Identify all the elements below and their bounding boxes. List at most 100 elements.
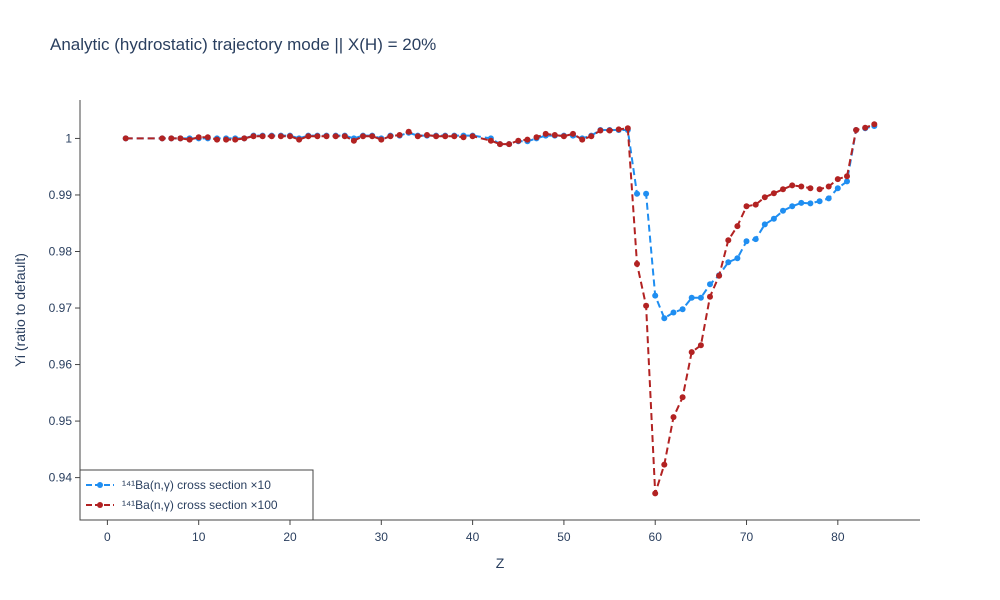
y-tick-label: 1: [65, 131, 72, 145]
y-tick-label: 0.99: [49, 188, 73, 202]
series-1-point: [524, 136, 531, 143]
series-0-point: [752, 236, 759, 243]
series-1-point: [287, 133, 293, 140]
series-1-point: [597, 127, 604, 134]
x-tick-label: 20: [283, 530, 297, 544]
x-axis-title: Z: [496, 555, 505, 571]
series-1-point: [734, 223, 741, 230]
series-1-point: [350, 137, 357, 144]
series-0-point: [688, 294, 695, 301]
legend: ¹⁴¹Ba(n,γ) cross section ×10 ¹⁴¹Ba(n,γ) …: [79, 469, 314, 521]
series-1-point: [816, 186, 823, 193]
series-0-point: [643, 190, 650, 197]
series-1-point: [378, 136, 385, 143]
series-1-point: [679, 394, 686, 401]
series-0-point: [670, 309, 677, 316]
x-tick-label: 0: [104, 530, 111, 544]
x-tick-label: 10: [192, 530, 206, 544]
series-0-point: [825, 195, 832, 202]
series-1-point: [725, 237, 732, 244]
legend-item-1[interactable]: ¹⁴¹Ba(n,γ) cross section ×100: [86, 498, 278, 512]
series-1-point: [862, 124, 869, 131]
series-1-point: [752, 201, 759, 208]
series-1-point: [186, 136, 193, 143]
x-tick-label: 30: [375, 530, 389, 544]
series-1-point: [369, 133, 376, 140]
series-0-point: [725, 259, 732, 266]
series-1-point: [515, 137, 522, 144]
legend-box: [79, 469, 314, 521]
y-axis-title: Yi (ratio to default): [12, 253, 28, 367]
series-1-point: [460, 134, 467, 141]
chart-title: Analytic (hydrostatic) trajectory mode |…: [50, 35, 436, 54]
series-0-point: [761, 221, 768, 228]
series-1-point: [487, 137, 494, 144]
series-1-point: [743, 203, 750, 210]
series-1-point: [405, 128, 412, 135]
series-1-point: [469, 133, 476, 140]
series-1-point: [159, 135, 166, 142]
series-0-point: [807, 200, 814, 207]
x-tick-label: 50: [557, 530, 571, 544]
series-1-point: [634, 260, 640, 267]
series-0-point: [697, 294, 704, 301]
series-1-point: [871, 121, 878, 128]
x-tick-label: 80: [831, 530, 845, 544]
series-0-point: [707, 281, 713, 288]
series-1-point: [341, 133, 348, 140]
x-axis-ticks: 0 10 20 30 40 50 60 70 80: [104, 520, 845, 544]
legend-label-0: ¹⁴¹Ba(n,γ) cross section ×10: [122, 478, 271, 492]
series-1-point: [624, 125, 631, 132]
series-1-point: [506, 141, 513, 148]
series-1-point: [442, 133, 449, 140]
series-1-point: [770, 190, 777, 197]
series-0-point: [780, 207, 786, 214]
series-1-point: [323, 133, 330, 140]
series-0-point: [816, 198, 823, 205]
series-0-point: [789, 203, 796, 210]
series-layer: [122, 121, 878, 497]
series-1-point: [670, 414, 677, 421]
series-1-point: [177, 135, 184, 142]
series-1-point: [232, 136, 239, 143]
series-line-1: [125, 123, 875, 495]
series-0-point: [770, 215, 777, 222]
series-1-point: [241, 135, 248, 142]
legend-label-1: ¹⁴¹Ba(n,γ) cross section ×100: [122, 498, 278, 512]
series-1-point: [204, 134, 211, 141]
series-1-point: [533, 134, 540, 141]
series-line-0: [125, 125, 875, 320]
series-1-point: [424, 132, 430, 138]
series-0-point: [652, 292, 659, 299]
series-1-point: [451, 133, 458, 140]
y-tick-label: 0.98: [49, 244, 73, 258]
series-1-point: [497, 141, 503, 148]
series-1-point: [122, 135, 129, 142]
series-1-point: [688, 349, 695, 356]
series-0-point: [634, 190, 640, 197]
series-1-point: [643, 302, 650, 309]
series-1-point: [606, 127, 613, 134]
y-axis-ticks: 0.94 0.95 0.96 0.97 0.98 0.99 1: [49, 131, 80, 485]
series-1-point: [168, 135, 175, 142]
series-0-point: [844, 178, 850, 185]
series-1-point: [223, 136, 230, 143]
series-1-point: [579, 136, 586, 143]
series-1-point: [387, 133, 394, 140]
series-1-point: [615, 126, 622, 133]
series-1-point: [414, 133, 421, 140]
x-tick-label: 40: [466, 530, 480, 544]
series-1-point: [433, 133, 440, 140]
series-1-point: [652, 490, 659, 497]
y-tick-label: 0.94: [49, 471, 73, 485]
series-0-point: [834, 185, 841, 192]
series-0-point: [798, 199, 805, 206]
series-1-point: [570, 130, 576, 137]
x-tick-label: 60: [649, 530, 663, 544]
series-1-point: [789, 182, 796, 189]
series-1-point: [798, 183, 805, 190]
plot-area: 0 10 20 30 40 50 60 70 80 0.940.950.960.970.980.…: [49, 100, 920, 544]
legend-item-0[interactable]: ¹⁴¹Ba(n,γ) cross section ×10: [86, 478, 271, 492]
y-tick-label: 0.96: [49, 358, 73, 372]
